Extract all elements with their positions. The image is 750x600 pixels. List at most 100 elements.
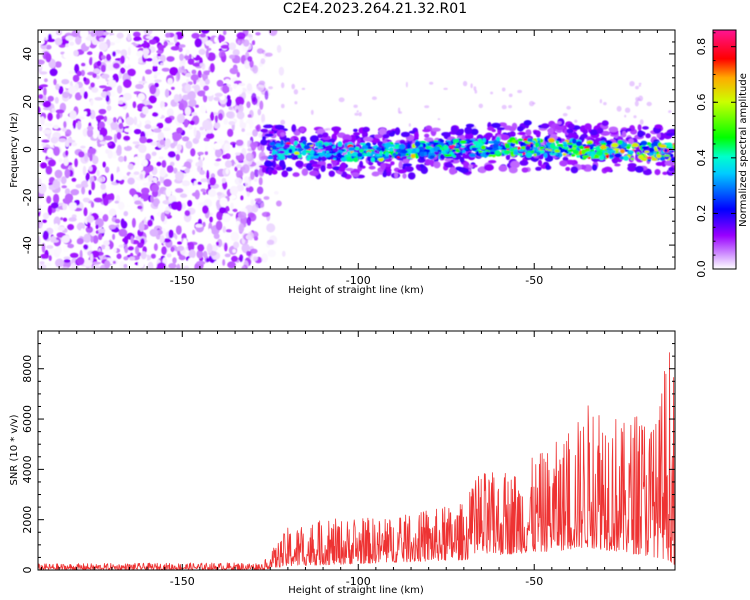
heatmap-cell (475, 150, 479, 156)
heatmap-cell (222, 213, 231, 223)
heatmap-cell (607, 140, 613, 145)
colorbar-label: Normalized spectral amplitude (738, 73, 749, 227)
heatmap-cell (474, 144, 481, 149)
heatmap-cell (567, 149, 574, 152)
heatmap-cell (492, 146, 499, 151)
heatmap-cell (89, 153, 93, 162)
heatmap-cell (649, 152, 654, 156)
heatmap-cell (639, 119, 644, 125)
heatmap-cell (325, 127, 331, 131)
heatmap-cell (99, 127, 108, 138)
heatmap-cell (236, 111, 245, 120)
heatmap-cell (301, 168, 309, 176)
heatmap-cell (90, 99, 94, 106)
heatmap-cell (491, 122, 501, 129)
heatmap-cell (584, 147, 591, 153)
heatmap-cell (325, 145, 333, 149)
heatmap-cell (562, 113, 568, 117)
heatmap-cell (229, 54, 235, 59)
heatmap-cell (112, 62, 120, 69)
colorbar-tick-label: 0.0 (695, 260, 708, 278)
heatmap-cell (313, 153, 320, 156)
heatmap-cell (345, 167, 354, 172)
heatmap-cell (233, 123, 238, 127)
heatmap-cell (191, 112, 198, 116)
heatmap-cell (453, 146, 461, 149)
heatmap-cell (236, 164, 242, 169)
heatmap-cell (238, 82, 246, 87)
heatmap-cell (268, 86, 273, 90)
heatmap-cell (306, 154, 314, 157)
heatmap-cell (267, 156, 274, 160)
heatmap-cell (125, 116, 135, 126)
heatmap-cell (179, 53, 184, 61)
heatmap-cell (211, 244, 219, 252)
heatmap-cell (414, 131, 419, 140)
heatmap-cell (81, 186, 86, 195)
heatmap-cell (237, 211, 247, 219)
heatmap-cell (147, 219, 154, 227)
heatmap-cell (463, 161, 470, 169)
heatmap-cell (92, 264, 101, 269)
heatmap-cell (328, 170, 335, 177)
heatmap-cell (515, 139, 519, 145)
heatmap-cell (582, 128, 588, 135)
heatmap-cell (92, 133, 98, 139)
heatmap-cell (269, 142, 275, 146)
heatmap-cell (530, 143, 534, 149)
heatmap-cell (305, 162, 314, 171)
heatmap-cell (124, 141, 128, 147)
heatmap-cell (204, 91, 214, 97)
heatmap-cell (148, 174, 154, 182)
heatmap-cell (130, 235, 134, 244)
heatmap-cell (53, 146, 60, 156)
heatmap-cell (156, 122, 164, 129)
heatmap-cell (635, 85, 639, 90)
heatmap-cell (108, 124, 112, 135)
heatmap-cell (229, 67, 239, 75)
heatmap-cell (483, 164, 494, 171)
heatmap-cell (268, 130, 275, 135)
heatmap-cell (41, 139, 50, 143)
heatmap-cell (205, 257, 210, 263)
heatmap-cell (100, 64, 106, 73)
heatmap-cell (64, 193, 74, 203)
heatmap-cell (616, 105, 622, 112)
heatmap-cell (110, 121, 118, 131)
heatmap-cell (256, 186, 264, 195)
heatmap-cell (501, 87, 506, 92)
heatmap-cell (61, 185, 67, 189)
heatmap-cell (87, 147, 97, 154)
heatmap-cell (99, 141, 108, 145)
heatmap-cell (637, 124, 642, 131)
heatmap-cell (400, 131, 411, 138)
spectrogram-ytick-label: -40 (21, 236, 34, 254)
heatmap-cell (348, 146, 355, 152)
heatmap-cell (63, 256, 71, 260)
heatmap-cell (160, 86, 166, 96)
heatmap-cell (224, 253, 231, 258)
heatmap-cell (154, 71, 161, 76)
heatmap-cell (565, 166, 571, 171)
heatmap-cell (69, 41, 75, 46)
heatmap-cell (471, 147, 477, 152)
heatmap-cell (200, 178, 208, 183)
heatmap-cell (508, 93, 513, 98)
heatmap-cell (164, 138, 171, 148)
heatmap-cell (102, 161, 106, 168)
heatmap-cell (535, 166, 542, 171)
heatmap-cell (93, 197, 103, 203)
heatmap-cell (133, 31, 141, 38)
heatmap-cell (137, 205, 143, 210)
spectrogram-ytick-label: 0 (21, 146, 34, 153)
heatmap-cell (69, 110, 77, 120)
heatmap-cell (566, 105, 571, 110)
heatmap-cell (74, 158, 78, 168)
heatmap-cell (50, 136, 59, 144)
heatmap-cell (276, 44, 282, 53)
heatmap-cell (231, 255, 238, 262)
heatmap-cell (94, 97, 103, 101)
heatmap-cell (214, 36, 218, 43)
heatmap-cell (123, 63, 131, 69)
heatmap-cell (134, 200, 142, 205)
